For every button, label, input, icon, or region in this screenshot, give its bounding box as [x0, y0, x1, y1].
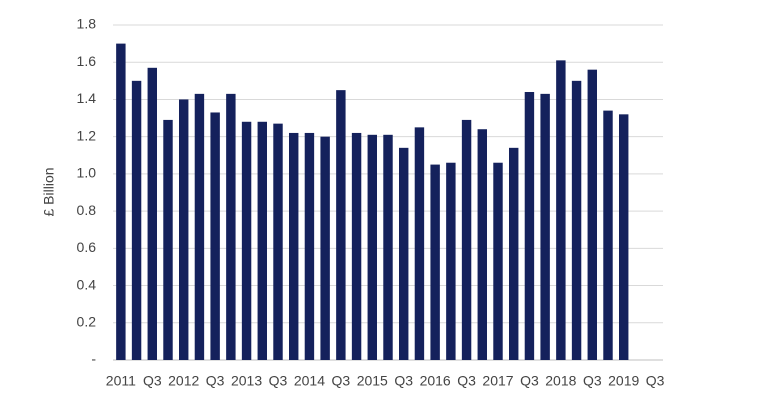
bar	[336, 90, 346, 360]
x-tick-label: Q3	[206, 373, 225, 389]
bar	[147, 67, 157, 361]
bar	[571, 80, 582, 360]
y-tick-label: 1.4	[77, 90, 97, 106]
x-tick-label: Q3	[457, 373, 476, 389]
x-tick-label: Q3	[520, 373, 539, 389]
bar	[367, 134, 377, 360]
x-tick-label: Q3	[143, 373, 162, 389]
bar	[241, 121, 252, 361]
bar	[273, 123, 283, 360]
bar	[619, 114, 629, 360]
bar	[163, 119, 173, 361]
bar	[540, 93, 550, 360]
x-tick-label: 2019	[608, 373, 639, 389]
x-tick-label: 2017	[482, 373, 513, 389]
y-tick-label: -	[91, 351, 96, 367]
bar	[304, 132, 315, 360]
bar	[477, 129, 487, 360]
x-tick-label: Q3	[583, 373, 602, 389]
x-tick-label: 2012	[168, 373, 199, 389]
bar	[461, 119, 472, 361]
bar	[509, 147, 519, 360]
x-tick-label: 2018	[545, 373, 576, 389]
y-tick-label: 1.2	[77, 127, 97, 143]
y-tick-label: 0.4	[77, 276, 97, 292]
bar	[587, 69, 597, 361]
y-tick-label: 0.6	[77, 239, 97, 255]
bar	[179, 99, 189, 360]
x-tick-label: 2016	[420, 373, 451, 389]
y-tick-label: 1.6	[77, 53, 97, 69]
bar	[320, 136, 330, 360]
bar	[289, 132, 299, 360]
bar	[383, 134, 393, 360]
x-tick-label: Q3	[394, 373, 413, 389]
y-tick-label: 0.2	[77, 313, 97, 329]
bar	[524, 92, 535, 360]
x-tick-label: 2013	[231, 373, 262, 389]
x-tick-label: Q3	[269, 373, 288, 389]
bar	[194, 93, 205, 360]
x-tick-label: Q3	[646, 373, 665, 389]
bar	[210, 112, 220, 360]
y-tick-label: 1.8	[77, 16, 97, 32]
bar	[226, 93, 236, 360]
x-tick-label: Q3	[332, 373, 351, 389]
bar	[603, 110, 613, 360]
bar	[414, 127, 425, 360]
x-tick-label: 2015	[357, 373, 388, 389]
x-tick-label: 2014	[294, 373, 325, 389]
bar	[399, 147, 409, 360]
bar	[351, 132, 362, 360]
y-axis-label: £ Billion	[41, 167, 57, 216]
y-tick-label: 0.8	[77, 202, 97, 218]
bar	[116, 43, 126, 360]
bar	[556, 60, 566, 360]
bar	[430, 164, 440, 360]
bar	[446, 162, 456, 360]
y-tick-label: 1.0	[77, 165, 97, 181]
bar	[493, 162, 503, 360]
bar	[131, 80, 142, 360]
x-tick-label: 2011	[106, 373, 136, 389]
bar	[257, 121, 267, 361]
